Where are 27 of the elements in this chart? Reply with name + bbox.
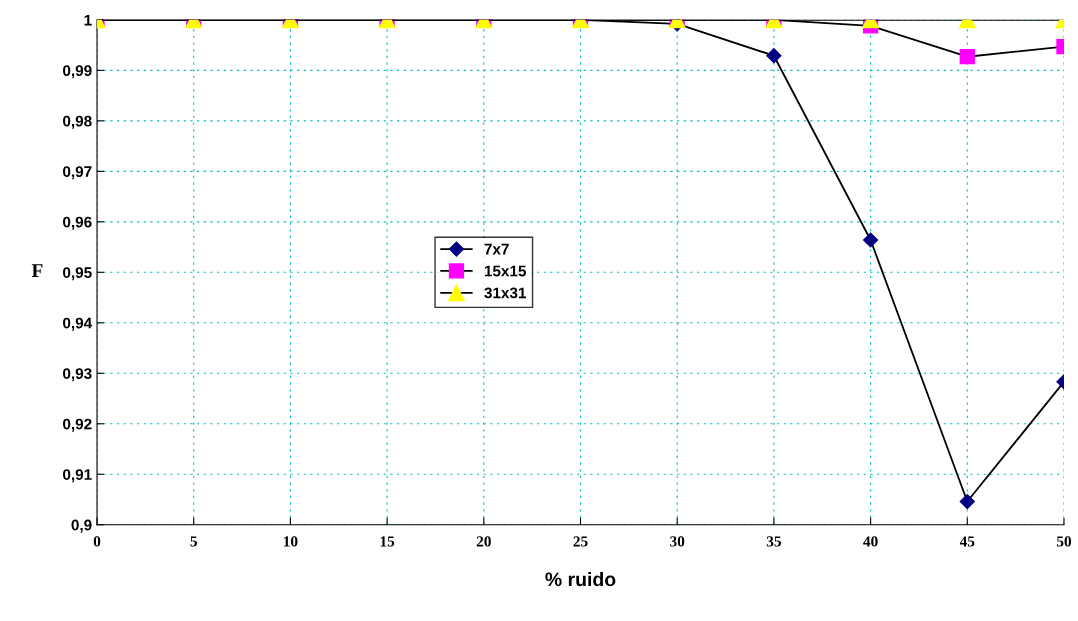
legend-label: 31x31 <box>484 287 527 299</box>
legend-label: 7x7 <box>484 243 509 255</box>
x-tick-label: 5 <box>190 536 197 547</box>
x-tick-label: 40 <box>863 536 878 547</box>
y-axis-title: F <box>31 264 43 277</box>
x-tick-label: 20 <box>476 536 491 547</box>
x-tick-label: 15 <box>380 536 395 547</box>
x-tick-label: 25 <box>573 536 588 547</box>
y-tick-label: 0,97 <box>63 166 92 180</box>
y-tick-label: 0,98 <box>63 115 92 129</box>
x-tick-label: 35 <box>766 536 781 547</box>
x-tick-label: 10 <box>284 536 298 547</box>
y-tick-label: 0,99 <box>63 65 92 79</box>
y-tick-label: 0,95 <box>63 267 92 281</box>
x-tick-label: 0 <box>93 536 101 547</box>
legend-label: 15x15 <box>484 265 527 277</box>
y-tick-label: 1 <box>84 14 92 26</box>
y-tick-label: 0,96 <box>63 216 92 230</box>
x-tick-label: 50 <box>1056 536 1072 547</box>
x-axis-title: % ruido <box>545 571 616 587</box>
y-tick-label: 0,94 <box>63 317 93 331</box>
x-tick-label: 45 <box>959 536 975 547</box>
x-tick-label: 30 <box>670 536 685 547</box>
y-tick-label: 0,9 <box>71 519 92 533</box>
y-tick-label: 0,91 <box>63 469 92 483</box>
y-tick-label: 0,92 <box>63 418 92 432</box>
y-tick-label: 0,93 <box>63 368 92 382</box>
